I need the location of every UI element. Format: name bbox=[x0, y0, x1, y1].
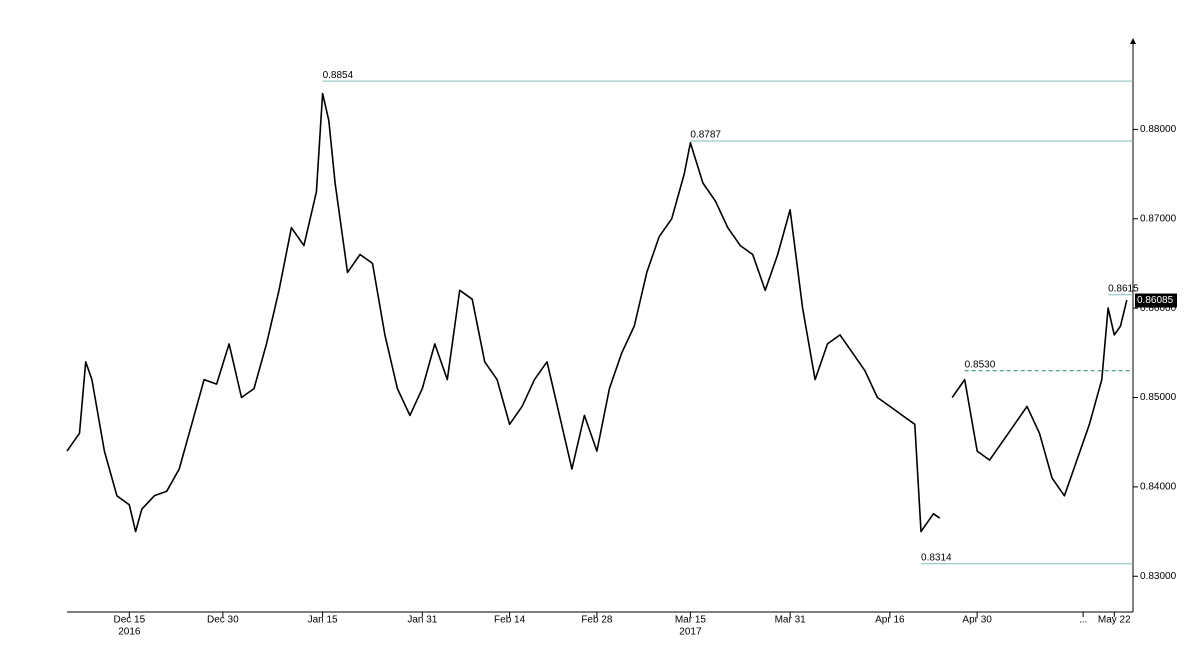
year-label: 2017 bbox=[679, 627, 702, 638]
annotation-label: 0.8615 bbox=[1108, 283, 1139, 294]
y-tick-label: 0.83000 bbox=[1140, 571, 1177, 582]
x-tick-label: Jan 31 bbox=[407, 615, 437, 626]
y-tick-label: 0.84000 bbox=[1140, 482, 1177, 493]
x-tick-label: Apr 16 bbox=[875, 615, 905, 626]
axis-arrow bbox=[1130, 38, 1136, 44]
y-tick-label: 0.87000 bbox=[1140, 213, 1177, 224]
x-tick-label: Apr 30 bbox=[962, 615, 992, 626]
x-tick-label: Dec 30 bbox=[207, 615, 239, 626]
x-tick-label: Dec 15 bbox=[113, 615, 145, 626]
year-label: 2016 bbox=[118, 627, 141, 638]
last-price-label: 0.86085 bbox=[1137, 295, 1174, 306]
x-tick-label: Jan 15 bbox=[308, 615, 338, 626]
x-tick-label: Mar 31 bbox=[775, 615, 807, 626]
x-tick-label: Mar 15 bbox=[675, 615, 707, 626]
last-price-box bbox=[1135, 293, 1177, 308]
annotation-label: 0.8787 bbox=[690, 130, 721, 141]
x-tick-label: May 22 bbox=[1098, 615, 1131, 626]
x-tick-label: Feb 14 bbox=[494, 615, 526, 626]
annotation-label: 0.8530 bbox=[965, 359, 996, 370]
x-tick-label: ... bbox=[1079, 615, 1087, 626]
annotation-label: 0.8314 bbox=[921, 552, 952, 563]
y-tick-label: 0.88000 bbox=[1140, 124, 1177, 135]
x-tick-label: Feb 28 bbox=[581, 615, 613, 626]
y-tick-label: 0.86000 bbox=[1140, 303, 1177, 314]
y-tick-label: 0.85000 bbox=[1140, 392, 1177, 403]
price-line bbox=[66, 92, 1128, 533]
annotation-label: 0.8854 bbox=[323, 70, 354, 81]
